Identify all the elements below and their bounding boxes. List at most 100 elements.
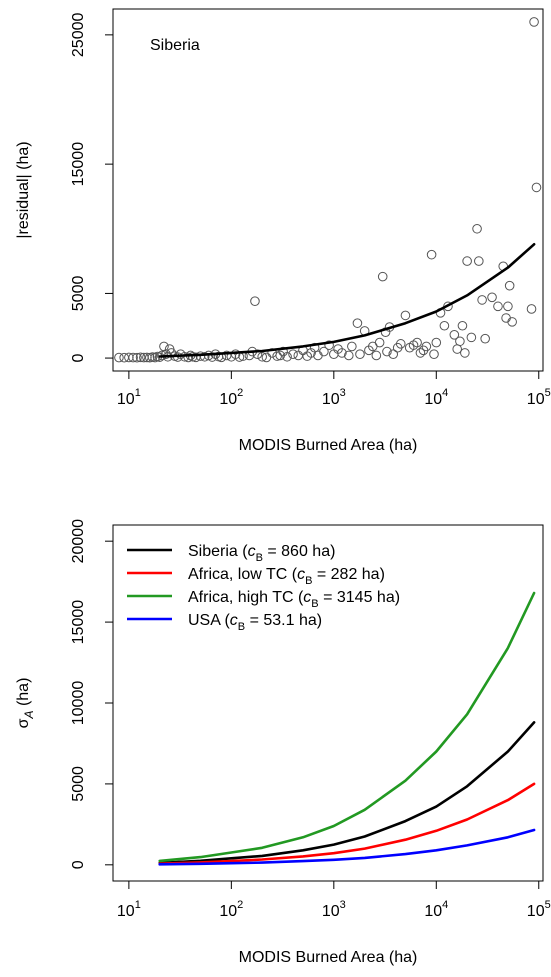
y-axis-label-symbol: σ (15, 718, 32, 728)
legend-subscript: B (238, 621, 245, 633)
legend-text: = 860 ha) (263, 543, 336, 560)
legend-entry: Africa, low TC (cB = 282 ha) (188, 566, 385, 587)
y-tick-label: 10000 (70, 681, 87, 726)
scatter-point (187, 351, 198, 362)
scatter-point (412, 337, 422, 348)
scatter-point (415, 348, 426, 358)
scatter-point (374, 337, 385, 348)
scatter-point (455, 336, 465, 347)
scatter-point (439, 320, 450, 331)
scatter-point (388, 349, 399, 359)
y-tick-label: 15000 (70, 600, 87, 645)
scatter-point (487, 292, 497, 303)
x-tick-label-exponent: 5 (545, 387, 551, 399)
legend-subscript: B (256, 552, 263, 564)
legend-symbol: c (248, 543, 256, 560)
x-tick-label-base: 10 (424, 903, 442, 920)
x-tick-label-exponent: 3 (340, 899, 346, 911)
scatter-point (159, 341, 169, 352)
scatter-point (382, 346, 392, 357)
y-tick-label: 0 (70, 354, 87, 363)
scatter-point (431, 337, 442, 348)
scatter-point (395, 339, 406, 349)
scatter-point (288, 349, 298, 359)
scatter-point (221, 350, 232, 361)
scatter-point (429, 349, 439, 359)
x-tick-label: 102 (219, 387, 243, 408)
legend-symbol: c (230, 612, 238, 629)
scatter-point (250, 296, 260, 306)
y-axis-label: σA (ha) (15, 678, 36, 729)
scatter-point (462, 256, 472, 266)
scatter-point (466, 332, 477, 343)
y-axis-label-unit: (ha) (15, 678, 32, 711)
scatter-point (114, 352, 124, 363)
x-tick-label-exponent: 4 (442, 387, 448, 399)
series-line (158, 721, 536, 865)
scatter-point (474, 256, 484, 266)
scatter-point (472, 223, 482, 234)
scatter-point (377, 271, 388, 282)
y-tick-label: 15000 (70, 142, 87, 187)
fit-line (158, 243, 536, 358)
x-axis-label: MODIS Burned Area (ha) (239, 949, 418, 966)
x-tick-label: 104 (424, 387, 448, 408)
x-tick-label-base: 10 (322, 391, 340, 408)
x-tick-label-base: 10 (117, 391, 135, 408)
scatter-point (252, 349, 263, 359)
x-tick-label: 105 (527, 899, 551, 920)
scatter-point (501, 313, 511, 323)
x-axis-label: MODIS Burned Area (ha) (239, 437, 418, 454)
legend-symbol: c (297, 566, 305, 583)
x-tick-label-exponent: 2 (237, 387, 243, 399)
scatter-point (293, 350, 304, 361)
scatter-point (529, 17, 539, 27)
y-tick-label: 25000 (70, 13, 87, 58)
scatter-point (183, 352, 194, 363)
legend-entry: Siberia (cB = 860 ha) (188, 543, 335, 564)
x-tick-label-exponent: 3 (340, 387, 346, 399)
x-tick-label: 101 (117, 899, 141, 920)
scatter-point (306, 348, 316, 358)
x-tick-label-base: 10 (527, 391, 545, 408)
y-axis-label-subscript: A (22, 711, 36, 720)
scatter-point (347, 341, 357, 352)
legend-text: = 3145 ha) (319, 589, 400, 606)
legend-symbol: c (303, 589, 311, 606)
scatter-point (400, 310, 411, 321)
series-line (158, 782, 536, 865)
scatter-point (199, 351, 210, 362)
scatter-point (355, 349, 365, 359)
y-tick-label: 5000 (70, 766, 87, 802)
y-tick-label: 5000 (70, 276, 87, 312)
x-tick-label-exponent: 1 (135, 387, 141, 399)
scatter-point (449, 330, 460, 340)
legend-text: Africa, low TC ( (188, 566, 298, 583)
scatter-point (477, 295, 487, 305)
legend-subscript: B (305, 575, 312, 587)
scatter-point (460, 348, 470, 358)
x-tick-label-base: 10 (322, 903, 340, 920)
scatter-point (352, 318, 363, 328)
x-tick-label-exponent: 1 (135, 899, 141, 911)
scatter-point (282, 351, 292, 362)
legend-subscript: B (311, 598, 318, 610)
scatter-point (257, 351, 267, 362)
legend-text: USA ( (188, 612, 230, 629)
scatter-point (337, 348, 347, 358)
x-tick-label: 103 (322, 899, 346, 920)
scatter-point (507, 317, 517, 327)
y-axis-label: |residual| (ha) (15, 141, 32, 238)
scatter-point (132, 352, 142, 363)
plot-frame (112, 8, 544, 372)
scatter-point (526, 304, 537, 314)
x-tick-label-base: 10 (424, 391, 442, 408)
x-tick-label: 105 (527, 387, 551, 408)
x-tick-label-exponent: 5 (545, 899, 551, 911)
x-tick-label-exponent: 4 (442, 899, 448, 911)
legend-text: = 282 ha) (312, 566, 385, 583)
scatter-point (371, 350, 382, 361)
scatter-point (531, 182, 542, 193)
panel-annotation: Siberia (150, 37, 200, 54)
